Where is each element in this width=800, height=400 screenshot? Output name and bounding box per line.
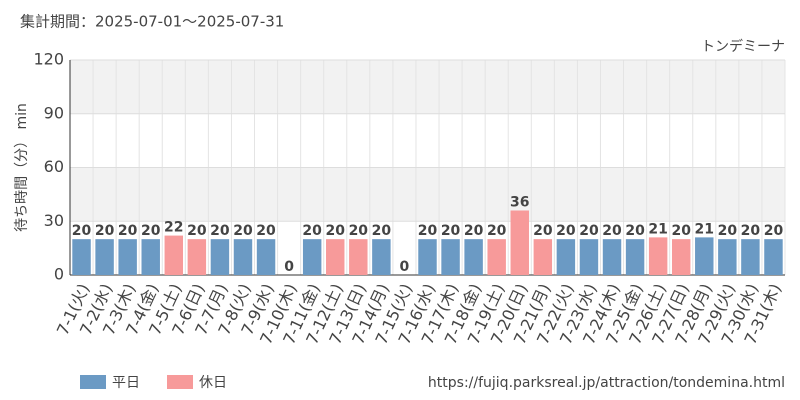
bar <box>510 210 529 275</box>
value-label: 22 <box>164 220 183 236</box>
chart-title: トンデミーナ <box>701 38 785 55</box>
value-label: 20 <box>671 223 691 239</box>
bar <box>418 239 437 275</box>
bar <box>533 239 553 275</box>
value-label: 20 <box>441 223 461 239</box>
value-label: 20 <box>233 223 253 239</box>
bar <box>210 239 230 275</box>
bar <box>95 239 114 275</box>
y-tick-label: 120 <box>33 50 64 69</box>
bar <box>187 239 207 275</box>
y-axis-label: 待ち時間（分） min <box>14 103 30 232</box>
value-label: 20 <box>256 223 276 239</box>
bar <box>302 239 322 275</box>
bar <box>441 239 460 275</box>
bar <box>349 239 368 275</box>
value-label: 20 <box>718 223 738 239</box>
value-label: 20 <box>187 223 207 239</box>
legend-swatch <box>80 375 106 389</box>
value-label: 20 <box>95 223 115 239</box>
value-label: 20 <box>602 223 622 239</box>
legend-label: 平日 <box>112 375 140 391</box>
bar <box>648 237 668 275</box>
bar <box>487 239 506 275</box>
bar <box>141 239 160 275</box>
value-label: 20 <box>349 223 369 239</box>
bar <box>233 239 253 275</box>
value-label: 20 <box>118 223 138 239</box>
value-label: 21 <box>648 221 667 237</box>
value-label: 20 <box>302 223 322 239</box>
bar <box>695 237 714 275</box>
value-label: 20 <box>325 223 345 239</box>
y-tick-label: 30 <box>44 211 64 230</box>
bar <box>164 235 184 275</box>
value-label: 20 <box>533 223 553 239</box>
bar <box>602 239 622 275</box>
bar <box>764 239 783 275</box>
bar <box>718 239 737 275</box>
value-label: 20 <box>556 223 576 239</box>
value-label: 20 <box>579 223 599 239</box>
bar <box>464 239 483 275</box>
value-label: 20 <box>418 223 438 239</box>
bar <box>72 239 91 275</box>
bar <box>556 239 576 275</box>
bar <box>326 239 345 275</box>
source: https://fujiq.parksreal.jp/attraction/to… <box>428 375 785 391</box>
legend-label: 休日 <box>199 375 227 391</box>
y-tick-label: 90 <box>44 103 64 122</box>
value-label: 0 <box>284 259 294 275</box>
value-label: 20 <box>487 223 507 239</box>
legend-swatch <box>167 375 193 389</box>
bar <box>625 239 645 275</box>
value-label: 36 <box>510 195 529 211</box>
value-label: 20 <box>210 223 230 239</box>
value-label: 20 <box>372 223 392 239</box>
bar <box>741 239 760 275</box>
value-label: 20 <box>764 223 784 239</box>
value-label: 20 <box>464 223 484 239</box>
value-label: 20 <box>741 223 761 239</box>
bar <box>118 239 137 275</box>
bar <box>256 239 276 275</box>
value-label: 20 <box>72 223 92 239</box>
grid-band <box>70 60 785 114</box>
bar <box>372 239 391 275</box>
value-label: 20 <box>625 223 645 239</box>
value-label: 20 <box>141 223 161 239</box>
bar <box>671 239 691 275</box>
bar <box>579 239 599 275</box>
y-tick-label: 60 <box>44 157 64 176</box>
y-tick-label: 0 <box>54 265 64 284</box>
value-label: 21 <box>695 221 714 237</box>
grid-band <box>70 167 785 222</box>
value-label: 0 <box>400 259 410 275</box>
period: 集計期間：2025-07-01～2025-07-31 <box>20 13 284 31</box>
